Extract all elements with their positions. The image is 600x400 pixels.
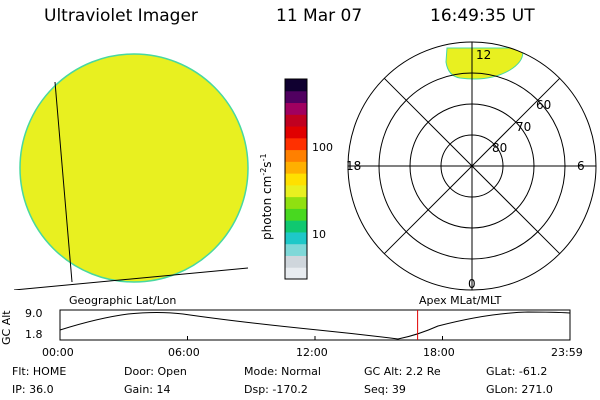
colorbar-frame bbox=[284, 78, 308, 280]
altitude-ytick-min: 1.8 bbox=[25, 328, 43, 341]
status-glat: GLat: -61.2 bbox=[486, 365, 548, 378]
status-gcalt: GC Alt: 2.2 Re bbox=[364, 365, 441, 378]
mlt-label-0: 0 bbox=[468, 277, 476, 291]
mlt-label-12: 12 bbox=[476, 48, 491, 62]
status-gain: Gain: 14 bbox=[124, 383, 171, 396]
polar-plot: 12 18 6 0 60 70 80 bbox=[346, 41, 597, 291]
xtick-1200: 12:00 bbox=[296, 346, 328, 359]
colorbar-swatch bbox=[285, 161, 307, 174]
colorbar-swatch bbox=[285, 149, 307, 162]
colorbar-swatch bbox=[285, 184, 307, 198]
time-label: 16:49:35 UT bbox=[430, 6, 535, 26]
colorbar-label: photon cm-2s-1 bbox=[259, 153, 274, 240]
colorbar-swatch bbox=[285, 137, 307, 151]
date-label: 11 Mar 07 bbox=[276, 6, 363, 26]
xtick-1800: 18:00 bbox=[423, 346, 455, 359]
colorbar-swatch bbox=[285, 243, 307, 256]
status-glon: GLon: 271.0 bbox=[486, 383, 553, 396]
xtick-0000: 00:00 bbox=[42, 346, 74, 359]
colorbar-swatch bbox=[285, 102, 307, 115]
altitude-xticks bbox=[59, 336, 571, 340]
status-flt: Flt: HOME bbox=[12, 365, 67, 378]
geographic-image bbox=[13, 53, 249, 290]
apex-label: Apex MLat/MLT bbox=[419, 294, 502, 307]
colorbar-swatch bbox=[285, 173, 307, 186]
status-mode: Mode: Normal bbox=[244, 365, 321, 378]
colorbar bbox=[284, 78, 308, 280]
colorbar-swatch bbox=[285, 196, 307, 209]
altitude-curve bbox=[59, 311, 571, 340]
altitude-ytick-max: 9.0 bbox=[25, 307, 43, 320]
parallel-line bbox=[13, 267, 249, 290]
earth-disk bbox=[19, 53, 249, 283]
colorbar-swatch bbox=[285, 267, 307, 280]
colorbar-swatch bbox=[285, 231, 307, 245]
lat-label-60: 60 bbox=[536, 98, 551, 112]
geographic-label: Geographic Lat/Lon bbox=[69, 294, 177, 307]
colorbar-tick-10: 10 bbox=[312, 228, 326, 241]
mlt-label-18: 18 bbox=[346, 159, 361, 173]
colorbar-swatch bbox=[285, 208, 307, 221]
mlt-label-6: 6 bbox=[577, 159, 585, 173]
app-title: Ultraviolet Imager bbox=[44, 6, 198, 26]
xtick-2359: 23:59 bbox=[551, 346, 583, 359]
status-door: Door: Open bbox=[124, 365, 187, 378]
meridian-line bbox=[54, 81, 73, 283]
colorbar-swatch bbox=[285, 114, 307, 127]
status-ip: IP: 36.0 bbox=[12, 383, 54, 396]
altitude-ylabel: GC Alt bbox=[0, 310, 13, 345]
lat-label-80: 80 bbox=[492, 141, 507, 155]
status-dsp: Dsp: -170.2 bbox=[244, 383, 308, 396]
colorbar-swatch bbox=[285, 126, 307, 139]
status-seq: Seq: 39 bbox=[364, 383, 406, 396]
colorbar-swatch bbox=[285, 255, 307, 268]
colorbar-swatch bbox=[285, 79, 307, 92]
lat-label-70: 70 bbox=[516, 120, 531, 134]
auroral-patch bbox=[445, 47, 524, 80]
colorbar-swatch bbox=[285, 220, 307, 233]
colorbar-swatch bbox=[285, 90, 307, 104]
polar-axis-diag2 bbox=[383, 77, 561, 255]
colorbar-tick-100: 100 bbox=[312, 141, 333, 154]
altitude-plot bbox=[59, 309, 571, 341]
xtick-0600: 06:00 bbox=[168, 346, 200, 359]
